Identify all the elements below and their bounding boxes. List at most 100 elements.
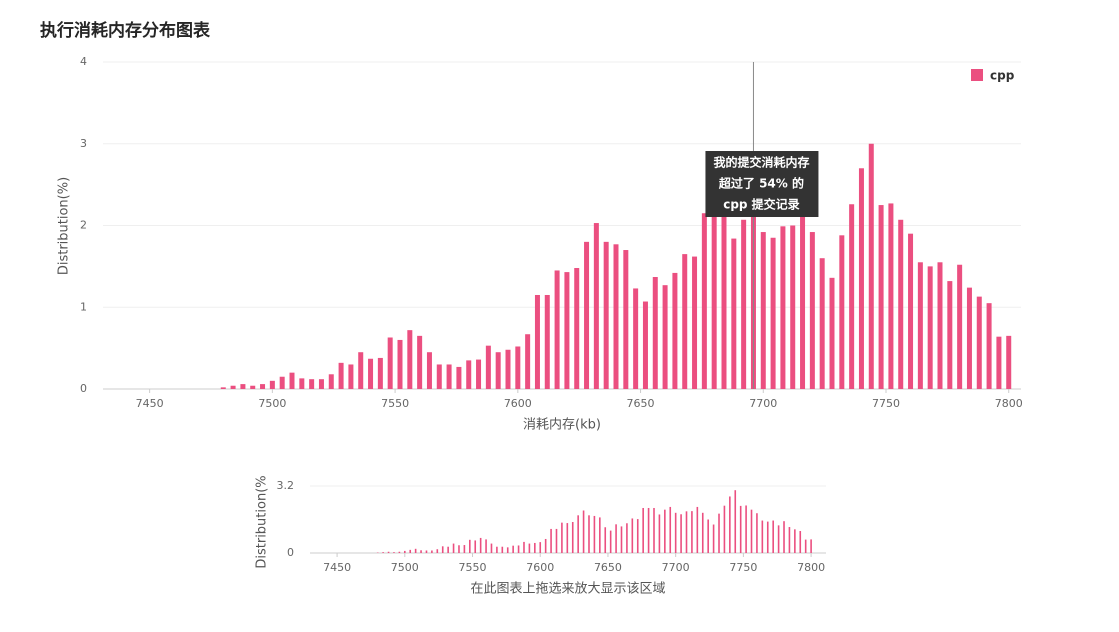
bar <box>446 364 452 389</box>
bar <box>766 521 769 553</box>
bar <box>515 346 521 389</box>
x-axis-title: 在此图表上拖选来放大显示该区域 <box>470 582 665 597</box>
bar <box>761 520 764 553</box>
bar <box>456 366 462 389</box>
bar <box>528 543 531 553</box>
bar <box>525 334 531 389</box>
bar <box>701 213 707 389</box>
bar <box>485 539 487 553</box>
bar <box>711 213 717 389</box>
bar <box>734 490 737 553</box>
bar <box>561 522 563 553</box>
x-tick-label: 7800 <box>797 561 825 574</box>
bar <box>794 529 796 553</box>
bar <box>599 517 601 553</box>
bar <box>588 515 590 553</box>
bar <box>712 524 715 553</box>
bar <box>777 525 780 553</box>
bar <box>463 545 466 553</box>
bar <box>623 250 629 389</box>
bar <box>474 540 477 553</box>
bar <box>420 550 422 553</box>
bar <box>799 531 802 553</box>
bar <box>927 266 933 389</box>
y-tick-label: 0 <box>80 382 87 395</box>
x-tick-label: 7750 <box>872 397 900 410</box>
bar <box>721 213 727 389</box>
bar <box>564 272 570 389</box>
bar <box>642 301 648 389</box>
x-tick-label: 7550 <box>381 397 409 410</box>
bar <box>692 256 698 389</box>
bar <box>770 237 776 389</box>
bar <box>398 551 401 553</box>
tooltip-text: cpp 提交记录 <box>723 197 799 212</box>
bar <box>745 505 747 553</box>
bar <box>458 545 460 553</box>
x-tick-label: 7700 <box>662 561 690 574</box>
bar <box>544 538 547 553</box>
bar <box>452 543 455 553</box>
bar <box>555 528 558 553</box>
bar <box>584 241 590 389</box>
bar <box>447 546 449 553</box>
bar <box>554 270 560 389</box>
bar <box>404 550 406 553</box>
bar <box>299 378 305 389</box>
bar <box>780 226 786 389</box>
bar <box>707 519 709 553</box>
bar <box>976 296 982 389</box>
bar <box>240 384 246 389</box>
bar <box>505 349 511 389</box>
bar <box>790 225 796 389</box>
x-tick-label: 7450 <box>323 561 351 574</box>
bar <box>839 235 845 389</box>
x-tick-label: 7700 <box>749 397 777 410</box>
bar <box>571 522 574 553</box>
bar <box>387 337 393 389</box>
x-tick-label: 7500 <box>258 397 286 410</box>
bar <box>937 262 943 389</box>
bar <box>544 294 550 389</box>
bar <box>368 358 374 389</box>
bar <box>328 374 334 389</box>
bar <box>680 514 682 553</box>
bar <box>858 168 864 389</box>
bar <box>615 524 617 553</box>
bar <box>731 238 737 389</box>
bar <box>631 518 634 553</box>
bar <box>917 262 923 389</box>
bar <box>729 496 731 553</box>
bar <box>662 285 668 389</box>
bar <box>652 277 658 389</box>
bar <box>849 204 855 389</box>
bar <box>809 232 815 389</box>
x-tick-label: 7500 <box>391 561 419 574</box>
bar <box>289 372 295 389</box>
bar <box>691 511 693 553</box>
bar <box>431 550 433 553</box>
x-tick-label: 7450 <box>136 397 164 410</box>
chart-title: 执行消耗内存分布图表 <box>40 20 211 41</box>
bar <box>800 209 806 389</box>
bar <box>348 364 354 389</box>
bar <box>220 387 226 389</box>
bar <box>417 335 423 389</box>
bar <box>783 521 785 553</box>
bar <box>682 254 688 389</box>
bar <box>476 359 482 389</box>
bar <box>996 336 1002 389</box>
bar <box>426 352 432 389</box>
bar <box>741 219 747 389</box>
bar <box>760 232 766 389</box>
bar <box>377 357 383 389</box>
bar <box>318 379 324 389</box>
bar <box>517 545 520 553</box>
bar <box>409 549 412 553</box>
bar <box>685 511 688 553</box>
bar <box>957 264 963 389</box>
bar <box>436 364 442 389</box>
bar <box>620 526 623 553</box>
y-tick-label: 3 <box>80 137 87 150</box>
